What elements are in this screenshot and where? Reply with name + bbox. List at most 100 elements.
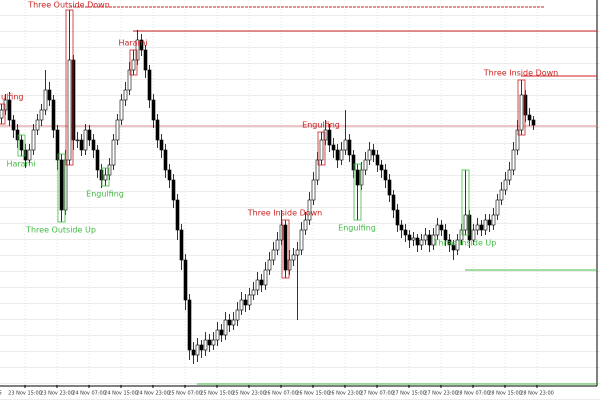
candle-body xyxy=(403,229,408,236)
candle-body xyxy=(507,169,512,181)
candle-body xyxy=(239,299,244,311)
candle-body xyxy=(83,129,88,151)
candle-body xyxy=(483,219,488,231)
candle-body xyxy=(175,199,180,231)
candle-body xyxy=(263,269,268,286)
candle-body xyxy=(531,119,536,126)
x-tick-label: 28 Nov 07:00 xyxy=(456,391,490,397)
candle-body xyxy=(131,59,136,71)
candle-body xyxy=(287,259,292,271)
candle-body xyxy=(79,139,84,151)
candle-body xyxy=(455,239,460,251)
pattern-box xyxy=(353,163,362,221)
candle-body xyxy=(511,149,516,171)
candle-body xyxy=(215,329,220,341)
candle-body xyxy=(235,309,240,321)
x-tick-label: 26 Nov 23:00 xyxy=(328,391,362,397)
candle-body xyxy=(355,169,360,186)
candle-body xyxy=(31,129,36,151)
candle-body xyxy=(35,119,40,131)
candle-body xyxy=(283,224,288,271)
candle-body xyxy=(67,59,72,161)
candle-body xyxy=(367,149,372,161)
candle-body xyxy=(343,139,348,151)
candle-body xyxy=(47,89,52,101)
x-tick-label: 27 Nov 15:00 xyxy=(392,391,426,397)
candle-body xyxy=(503,179,508,191)
candle-body xyxy=(3,99,8,111)
x-tick-label: 24 Nov 07:00 xyxy=(72,391,106,397)
pattern-box xyxy=(129,49,138,76)
pattern-box xyxy=(0,103,6,125)
candle-body xyxy=(91,139,96,151)
x-tick-label: 25 Nov 15:00 xyxy=(200,391,234,397)
pattern-label: Three Inside Down xyxy=(247,209,323,218)
candle-body xyxy=(499,189,504,201)
pattern-box xyxy=(517,79,526,136)
pattern-box xyxy=(17,134,26,157)
candle-body xyxy=(55,129,60,161)
candle-body xyxy=(123,89,128,101)
candle-body xyxy=(191,349,196,356)
candle-body xyxy=(291,254,296,261)
candle-body xyxy=(363,159,368,171)
candle-body xyxy=(387,179,392,196)
candle-body xyxy=(107,164,112,176)
candle-body xyxy=(147,69,152,101)
candle-body xyxy=(399,224,404,231)
candle-body xyxy=(155,119,160,141)
candle-body xyxy=(271,249,276,261)
candle-body xyxy=(243,299,248,306)
candle-body xyxy=(167,169,172,181)
pattern-label: Three Outside Up xyxy=(25,226,96,235)
candle-body xyxy=(371,149,376,156)
candle-body xyxy=(375,154,380,166)
candle-body xyxy=(527,114,532,121)
candle-body xyxy=(431,234,436,246)
candle-body xyxy=(71,59,76,141)
candle-body xyxy=(439,224,444,231)
candle-body xyxy=(75,139,80,142)
candle-body xyxy=(39,109,44,121)
candle-body xyxy=(199,344,204,351)
candle-body xyxy=(43,89,48,111)
pattern-label: Three Inside Up xyxy=(433,239,497,248)
x-tick-label: 23 Nov 23:00 xyxy=(40,391,74,397)
candle-body xyxy=(19,139,24,151)
candle-body xyxy=(163,149,168,171)
candle-body xyxy=(255,279,260,291)
candle-body xyxy=(327,129,332,146)
candle-body xyxy=(487,219,492,226)
x-tick-label: 26 Nov 15:00 xyxy=(296,391,330,397)
candle-body xyxy=(63,159,68,211)
candle-body xyxy=(251,289,256,296)
candle-body xyxy=(231,319,236,326)
candle-body xyxy=(23,149,28,161)
x-tick-label: 25 Nov 07:00 xyxy=(168,391,202,397)
candle-body xyxy=(519,94,524,131)
candle-body xyxy=(307,199,312,221)
pattern-box xyxy=(317,131,326,166)
pattern-label: Three Outside Down xyxy=(27,1,110,10)
x-tick-label: 27 Nov 07:00 xyxy=(360,391,394,397)
candle-body xyxy=(219,329,224,336)
pattern-box xyxy=(461,169,470,236)
candle-body xyxy=(223,319,228,336)
candle-body xyxy=(299,229,304,251)
pattern-label: Engulfing xyxy=(302,121,340,130)
candle-body xyxy=(423,234,428,241)
candle-body xyxy=(411,237,416,241)
x-tick-label: 28 Nov 15:00 xyxy=(488,391,522,397)
candle-body xyxy=(323,129,328,141)
x-tick-label: 26 Nov 07:00 xyxy=(264,391,298,397)
candle-body xyxy=(227,319,232,326)
candle-body xyxy=(391,194,396,211)
candle-body xyxy=(315,159,320,181)
pattern-box xyxy=(57,153,66,223)
pattern-label: Engulfing xyxy=(338,224,376,233)
candle-body xyxy=(475,224,480,231)
candle-body xyxy=(211,339,216,346)
candle-body xyxy=(127,69,132,91)
candle-body xyxy=(267,259,272,271)
